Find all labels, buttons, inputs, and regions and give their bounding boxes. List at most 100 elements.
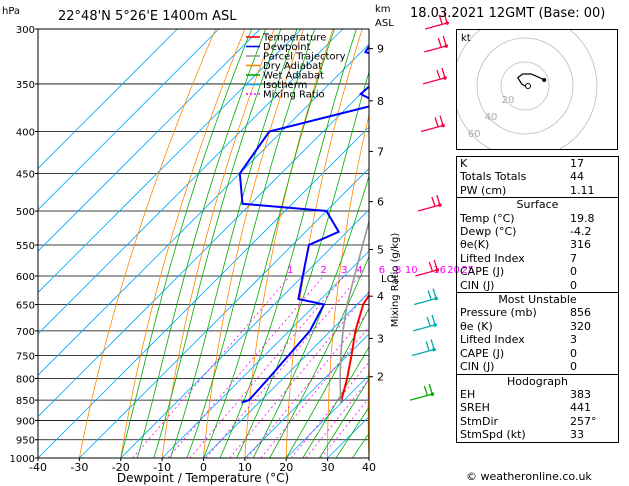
isotherm-line [203,291,369,458]
table-row: CAPE (J) 0 [457,347,618,360]
row-value: 0 [570,346,577,360]
km-tick-label: 8 [377,95,384,108]
hodograph-plot: 20 40 60 kt [452,13,598,159]
pressure-tick-label: 450 [16,169,35,180]
x-tick-label: -30 [70,461,88,474]
mixing-ratio-line [305,379,369,458]
hodograph-trace [517,73,545,87]
row-label: θe(K) [460,238,490,252]
isotherm-line [38,29,220,211]
wind-barb [424,35,449,53]
x-tick-label: 10 [238,461,252,474]
pressure-tick-label: 350 [16,80,35,91]
indices-table: K 17 Totals Totals 44 PW (cm) 1.11 [456,156,619,199]
mixing-ratio-line [167,275,324,458]
row-label: Lifted Index [460,251,525,265]
dry-adiabat-line [620,29,629,458]
row-label: EH [460,387,476,401]
pressure-tick-label: 650 [16,301,35,312]
dry-adiabat-line [203,29,304,458]
table-row: Lifted Index 7 [457,252,618,265]
row-label: CIN (J) [460,360,495,374]
km-tick-label: 9 [377,43,384,56]
wind-barb [417,194,442,212]
surface-title: Surface [516,198,559,212]
row-value: 0 [570,265,577,279]
row-value: 44 [570,170,584,184]
legend-label: Parcel Trajectory [263,52,346,63]
dry-adiabat-line [407,29,450,458]
pressure-tick-label: 400 [16,128,35,139]
row-value: 320 [570,319,591,333]
pressure-tick-label: 850 [16,396,35,407]
mixing-ratio-line [229,290,369,458]
x-tick-label: -20 [112,461,130,474]
mixing-ratio-label: 10 [405,265,418,276]
row-value: 441 [570,401,591,415]
dry-adiabat-line [120,29,246,458]
row-label: StmSpd (kt) [460,428,526,442]
hodograph-end-marker [542,78,547,82]
row-label: Lifted Index [460,333,525,347]
isotherm-line [161,250,369,458]
hodograph-box: 20 40 60 kt [452,13,618,159]
wind-barbs [410,12,449,401]
surface-table: Surface Temp (°C) 19.8 Dewp (°C) -4.2 θe(K) 3… [456,198,619,294]
wind-barb [422,67,447,85]
mixing-ratio-label: 2 [320,265,326,276]
mixing-ratio-label: 25 [461,265,474,276]
table-row: Temp (°C) 19.8 [457,212,618,225]
hodograph-ring [500,61,550,111]
wind-barb [415,259,440,277]
legend-label: Isotherm [263,80,307,91]
wind-barb [424,12,449,30]
isotherm-line [38,29,344,335]
profile-lines [238,44,369,404]
mixing-ratio-line [290,361,369,458]
pressure-tick-label: 700 [16,327,35,338]
isotherm-line [285,374,369,458]
row-value: 856 [570,306,591,320]
row-value: 0 [570,278,577,292]
row-label: Totals Totals [460,170,527,184]
isotherm-line [38,43,369,376]
isotherm-line [244,333,369,458]
hodograph-ring-label: 60 [468,129,481,140]
hodograph-table-title: Hodograph [507,374,568,388]
lcl-label: LCL [381,274,400,285]
mixing-ratio-line [260,326,369,458]
wet-adiabat-line [203,29,335,458]
dry-adiabat-line [161,29,275,458]
series-line-parcel-trajectory [339,218,369,403]
km-tick-label: 2 [377,371,384,384]
row-label: θe (K) [460,319,493,333]
wind-barb [420,115,445,133]
indices-panel: K 17 Totals Totals 44 PW (cm) 1.11 Surface Te… [456,156,619,443]
row-label: Temp (°C) [460,211,515,225]
legend-label: Dry Adiabat [263,61,322,72]
table-row: StmDir 257° [457,415,618,428]
row-value: 19.8 [570,211,595,225]
dry-adiabat-line [367,353,369,458]
legend-label: Dewpoint [263,42,311,53]
table-row: CAPE (J) 0 [457,265,618,278]
pressure-tick-label: 950 [16,436,35,447]
dry-adiabat-line [285,29,363,458]
table-row: SREH 441 [457,401,618,414]
table-row: Dewp (°C) -4.2 [457,225,618,238]
row-label: K [460,157,468,170]
table-row: Totals Totals 44 [457,170,618,183]
row-label: StmDir [460,414,499,428]
row-label: CAPE (J) [460,346,505,360]
table-row: Pressure (mb) 856 [457,306,618,319]
wet-adiabat-line [285,307,369,458]
wet-adiabat-line [153,29,282,458]
table-row: StmSpd (kt) 33 [457,428,618,441]
wind-barb [413,288,438,306]
storm-motion-marker [525,83,531,89]
series-line-temperature [339,293,369,403]
most-unstable-title: Most Unstable [498,293,577,307]
row-label: PW (cm) [460,183,507,197]
series-line-dewpoint [238,44,369,404]
row-value: 3 [570,333,577,347]
